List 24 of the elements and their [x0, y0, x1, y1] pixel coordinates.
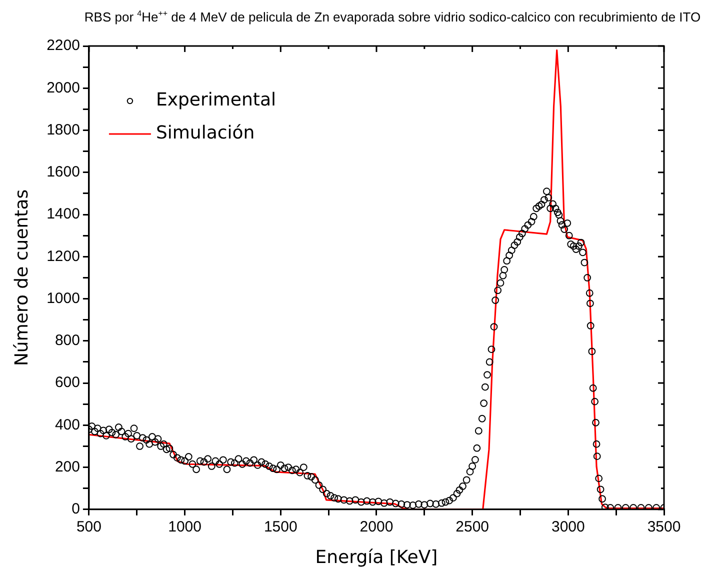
- y-tick-label: 1800: [46, 121, 80, 138]
- y-tick-label: 0: [72, 500, 80, 518]
- y-tick-label: 1000: [46, 290, 80, 307]
- x-tick-label: 500: [76, 518, 102, 536]
- y-tick-label: 800: [54, 332, 80, 350]
- y-tick-label: 1200: [46, 248, 80, 265]
- x-tick-label: 2500: [456, 518, 490, 536]
- x-axis-title: Energía [KeV]: [315, 546, 438, 568]
- x-tick-label: 1500: [264, 518, 298, 536]
- y-tick-label: 200: [54, 458, 80, 476]
- y-tick-label: 400: [54, 416, 80, 434]
- y-tick-label: 2000: [46, 79, 80, 96]
- y-axis-title: Número de cuentas: [11, 189, 32, 366]
- y-tick-label: 2200: [46, 37, 80, 54]
- legend-label: Simulación: [156, 122, 255, 144]
- y-tick-label: 600: [54, 374, 80, 392]
- x-tick-label: 3500: [647, 518, 681, 536]
- x-tick-label: 2000: [360, 518, 394, 536]
- x-tick-label: 3000: [551, 518, 585, 536]
- chart-title: RBS por $^{4}$He$^{++}$ de 4 MeV de pelicula de Zn evaporada sobre vidrio sodico-calcico con recubrimiento de ITO: [83, 8, 702, 24]
- y-tick-label: 1600: [46, 164, 80, 181]
- legend-label: Experimental: [156, 90, 276, 111]
- x-tick-label: 1000: [168, 518, 202, 536]
- y-tick-label: 1400: [46, 206, 80, 223]
